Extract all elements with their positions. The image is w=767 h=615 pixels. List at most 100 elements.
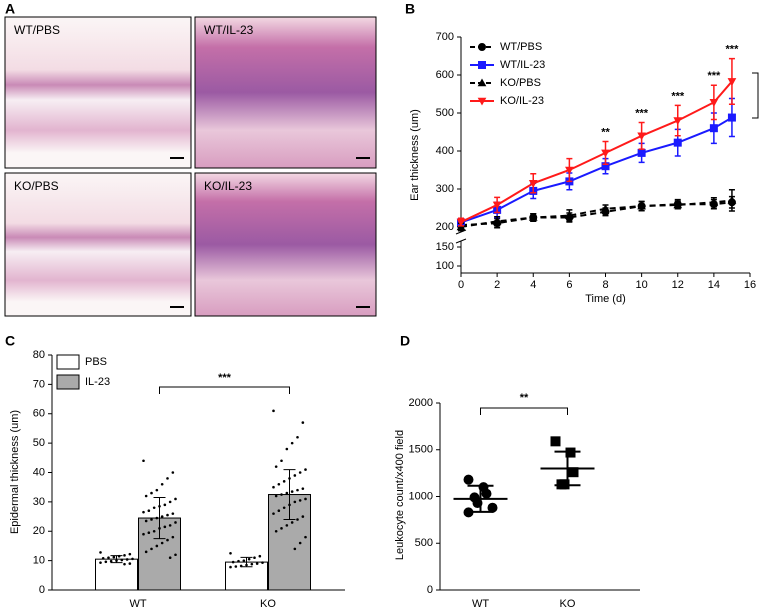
data-point [171, 535, 175, 539]
y-axis-label: Leukocyte count/x400 field [394, 430, 406, 560]
y-tick-label: 500 [415, 537, 433, 549]
data-point [174, 497, 177, 501]
error-bar [110, 555, 123, 564]
marker [673, 200, 683, 209]
data-point [229, 565, 232, 569]
y-tick-label: 30 [33, 496, 45, 508]
data-point [168, 500, 172, 504]
data-point [171, 512, 175, 515]
marker [709, 124, 718, 133]
marker [481, 488, 492, 499]
marker [727, 195, 737, 204]
marker [456, 218, 466, 227]
marker [477, 78, 487, 87]
x-tick-label: 16 [744, 279, 756, 291]
data-point [304, 535, 307, 539]
y-tick-label: 200 [436, 221, 454, 233]
data-point [293, 474, 297, 477]
error-bar [240, 556, 253, 568]
data-point [163, 503, 167, 507]
image-caption: WT/PBS [14, 23, 60, 37]
x-tick-label: KO [560, 598, 576, 610]
panel-label: D [400, 333, 410, 349]
x-tick-label: 0 [458, 279, 464, 291]
marker [727, 78, 737, 86]
y-axis-label: Ear thickness (um) [409, 109, 421, 201]
x-tick-label: WT [472, 598, 489, 610]
marker [456, 222, 466, 231]
marker [565, 211, 574, 219]
y-tick-label: 60 [33, 408, 45, 420]
y-tick-label: 300 [436, 183, 454, 195]
data-point [301, 487, 305, 490]
data-point [231, 560, 235, 564]
y-tick-label: 100 [436, 260, 454, 272]
image-caption: KO/PBS [14, 179, 59, 193]
x-tick-label: 2 [494, 279, 500, 291]
data-point [160, 515, 164, 518]
data-point [142, 510, 145, 514]
error-bar [283, 469, 296, 520]
x-tick-label: 6 [566, 279, 572, 291]
error-bar [153, 496, 166, 540]
data-point [147, 531, 151, 535]
data-point [293, 500, 297, 504]
panel-label: C [5, 333, 15, 349]
y-tick-label: 50 [33, 437, 45, 449]
data-point [229, 551, 232, 555]
data-point [272, 512, 275, 515]
data-point [272, 485, 275, 489]
data-point [174, 521, 177, 524]
data-point [296, 435, 299, 439]
data-point [296, 518, 299, 521]
data-point [296, 488, 299, 492]
data-point [120, 558, 124, 562]
data-point [282, 480, 286, 483]
marker [528, 180, 538, 188]
significance-label: ** [520, 392, 529, 404]
data-point [123, 562, 126, 566]
significance-label: *** [635, 107, 649, 119]
data-point [304, 497, 307, 501]
histology-image [4, 16, 192, 169]
data-point [298, 499, 302, 502]
y-tick-label: 0 [427, 584, 433, 596]
marker [601, 204, 610, 213]
x-tick-label: WT [129, 598, 146, 610]
data-point [112, 555, 116, 559]
data-point [109, 559, 113, 563]
data-point [242, 559, 246, 562]
image-caption: WT/IL-23 [204, 23, 254, 37]
panel-label: A [5, 1, 15, 17]
marker [601, 149, 610, 158]
data-point [285, 447, 289, 451]
data-point [131, 557, 134, 561]
y-tick-label: 20 [33, 525, 45, 537]
data-point [152, 529, 156, 533]
marker [637, 132, 646, 141]
x-tick-label: 14 [708, 279, 720, 291]
y-tick-label: 600 [436, 69, 454, 81]
data-point [128, 562, 132, 565]
y-axis-label: Epidermal thickness (um) [9, 410, 21, 534]
y-tick-label: 700 [436, 31, 454, 43]
data-point [301, 421, 305, 424]
data-point [258, 554, 262, 558]
data-point [277, 482, 281, 486]
data-point [144, 550, 148, 554]
marker [477, 97, 487, 106]
marker [709, 197, 719, 206]
significance-bracket [480, 407, 568, 415]
data-point [274, 465, 278, 468]
marker [565, 166, 574, 175]
histology-image [194, 16, 377, 169]
data-point [155, 516, 159, 520]
histology-image [4, 172, 192, 317]
legend-swatch [56, 374, 80, 390]
data-point [99, 561, 102, 564]
marker [492, 216, 502, 225]
legend-label: KO/PBS [500, 77, 541, 89]
data-point [99, 551, 102, 554]
data-point [166, 538, 169, 542]
legend-label: IL-23 [85, 376, 110, 388]
